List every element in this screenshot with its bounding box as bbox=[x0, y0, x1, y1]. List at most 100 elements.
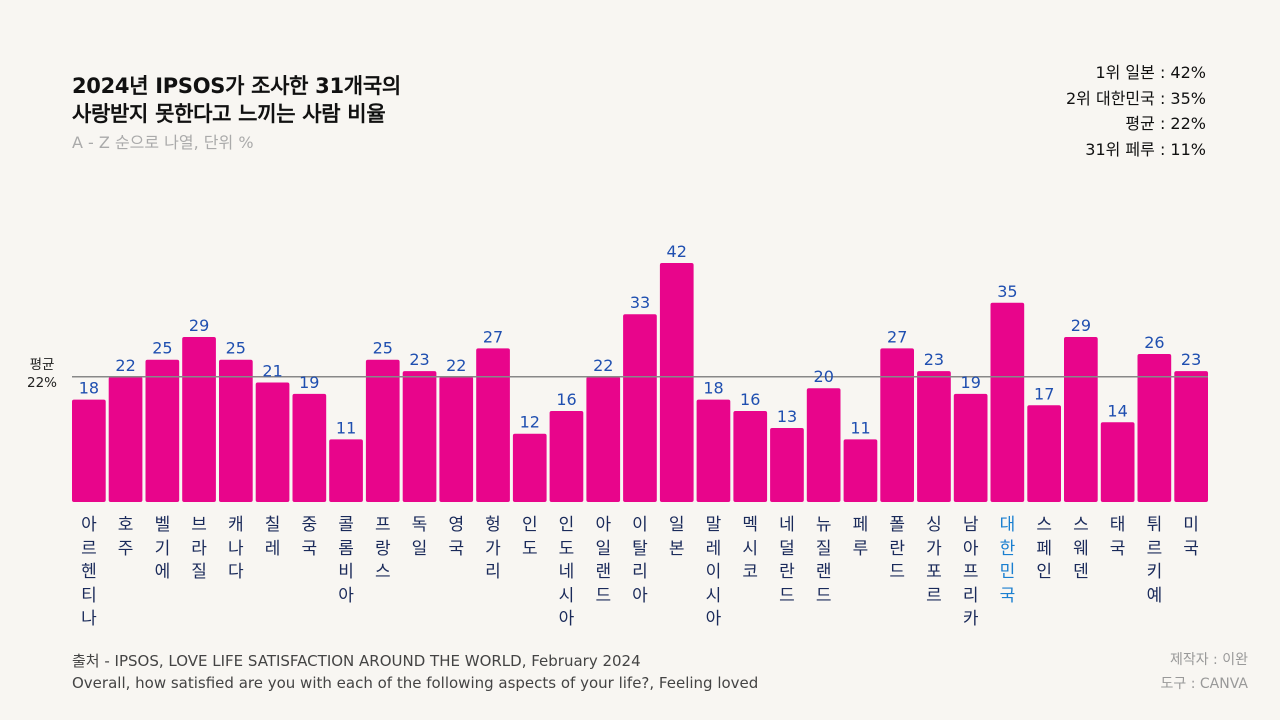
bar-호주 bbox=[108, 376, 143, 502]
value-label: 26 bbox=[1144, 333, 1164, 352]
bar-인도네시아 bbox=[549, 411, 584, 502]
value-label: 11 bbox=[850, 418, 870, 437]
chart-title-line2: 사랑받지 못한다고 느끼는 사람 비율 bbox=[72, 102, 386, 126]
bar-독일 bbox=[402, 371, 437, 502]
average-line-label: 평균 22% bbox=[22, 356, 62, 392]
value-label: 20 bbox=[814, 367, 834, 386]
bar-튀르키예 bbox=[1137, 354, 1172, 502]
bar-일본 bbox=[659, 263, 694, 502]
value-label: 23 bbox=[409, 350, 429, 369]
value-label: 18 bbox=[703, 379, 723, 398]
bar-태국 bbox=[1100, 422, 1135, 502]
value-label: 13 bbox=[777, 407, 797, 426]
value-label: 25 bbox=[226, 339, 246, 358]
ranking-summary: 1위 일본 : 42% 2위 대한민국 : 35% 평균 : 22% 31위 페… bbox=[1066, 60, 1206, 162]
chart-subtitle: A - Z 순으로 나열, 단위 % bbox=[72, 133, 254, 152]
value-label: 22 bbox=[593, 356, 613, 375]
credit-note: 제작자 : 이완 도구 : CANVA bbox=[1161, 648, 1248, 696]
rank-last: 31위 페루 : 11% bbox=[1085, 139, 1206, 159]
value-label: 19 bbox=[299, 373, 319, 392]
bar-페루 bbox=[843, 439, 878, 502]
bar-중국 bbox=[292, 393, 327, 502]
bar-캐나다 bbox=[219, 359, 253, 502]
bar-프랑스 bbox=[365, 359, 400, 502]
chart-title-line1: 2024년 IPSOS가 조사한 31개국의 bbox=[72, 74, 401, 98]
source-line1: 출처 - IPSOS, LOVE LIFE SATISFACTION AROUN… bbox=[72, 652, 641, 670]
bar-스웨덴 bbox=[1064, 337, 1098, 502]
bar-영국 bbox=[439, 376, 474, 502]
value-label: 29 bbox=[189, 316, 209, 335]
value-label: 17 bbox=[1034, 384, 1054, 403]
value-label: 14 bbox=[1107, 401, 1127, 420]
bar-칠레 bbox=[255, 382, 290, 502]
value-label: 16 bbox=[556, 390, 576, 409]
value-label: 33 bbox=[630, 293, 650, 312]
bar-뉴질랜드 bbox=[806, 388, 841, 502]
rank-first: 1위 일본 : 42% bbox=[1095, 63, 1206, 82]
value-label: 35 bbox=[997, 282, 1017, 301]
value-label: 16 bbox=[740, 390, 760, 409]
bar-미국 bbox=[1174, 371, 1208, 502]
value-label: 23 bbox=[924, 350, 944, 369]
value-label: 27 bbox=[483, 327, 503, 346]
bar-대한민국 bbox=[990, 302, 1025, 502]
value-label: 21 bbox=[262, 362, 282, 381]
credit-author: 제작자 : 이완 bbox=[1169, 652, 1248, 668]
value-label: 27 bbox=[887, 327, 907, 346]
source-line2: Overall, how satisfied are you with each… bbox=[72, 674, 759, 692]
bar-네덜란드 bbox=[770, 428, 804, 502]
value-label: 19 bbox=[961, 373, 981, 392]
bar-말레이시아 bbox=[696, 399, 731, 502]
bar-브라질 bbox=[182, 337, 216, 502]
bar-폴란드 bbox=[880, 348, 914, 502]
bar-스페인 bbox=[1027, 405, 1061, 502]
bar-아르헨티나 bbox=[72, 399, 106, 502]
bar-멕시코 bbox=[733, 411, 768, 502]
value-label: 42 bbox=[667, 242, 687, 261]
value-label: 22 bbox=[115, 356, 135, 375]
value-label: 25 bbox=[152, 339, 172, 358]
bar-벨기에 bbox=[145, 359, 180, 502]
bars-group bbox=[72, 263, 1208, 502]
chart-title: 2024년 IPSOS가 조사한 31개국의 사랑받지 못한다고 느끼는 사람 … bbox=[72, 72, 401, 128]
value-label: 18 bbox=[79, 379, 99, 398]
bar-헝가리 bbox=[476, 348, 510, 502]
bar-아일랜드 bbox=[586, 376, 621, 502]
value-labels-group: 18 22 25 29 25 21 19 11 25 23 22 27 12 16 22 33 42 18 16 13… bbox=[79, 242, 1202, 437]
value-label: 22 bbox=[446, 356, 466, 375]
value-label: 25 bbox=[373, 339, 393, 358]
bar-콜롬비아 bbox=[329, 439, 363, 502]
credit-tool: 도구 : CANVA bbox=[1160, 676, 1248, 692]
bar-남아프리카 bbox=[953, 393, 988, 502]
value-label: 29 bbox=[1071, 316, 1091, 335]
rank-second: 2위 대한민국 : 35% bbox=[1066, 88, 1206, 108]
